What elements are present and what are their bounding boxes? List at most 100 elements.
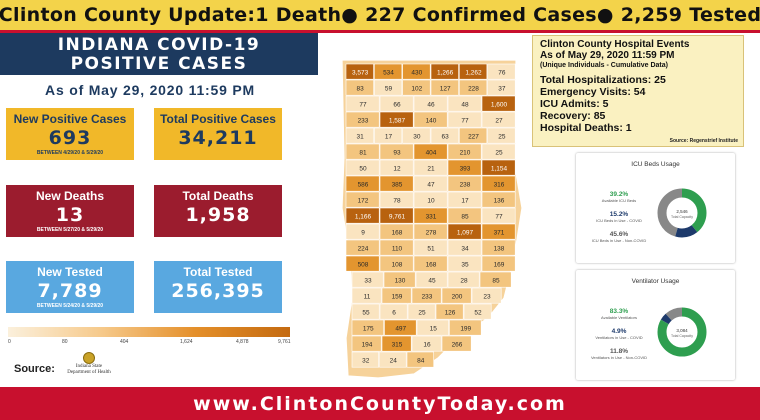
vent-covid-pct: 4.9% [611,328,627,335]
county-case-count: 47 [427,182,435,189]
vent-covid-desc: Ventilators in Use - COVID [595,335,643,340]
page-title-bar: INDIANA COVID-19 POSITIVE CASES [0,33,318,75]
page-title-line2: POSITIVE CASES [70,54,248,74]
county-cell [481,111,516,128]
county-cell [402,79,431,96]
county-cell [481,239,516,256]
county-cell [413,191,448,208]
county-cell [447,207,482,224]
county-case-count: 77 [461,118,469,125]
county-case-count: 169 [494,262,505,269]
county-case-count: 32 [362,358,370,365]
county-cell [379,159,414,176]
county-cell [435,303,464,320]
county-cell [415,271,448,288]
county-cell [384,319,417,336]
total-positive-card: Total Positive Cases 34,211 [154,108,282,160]
case-legend-ticks: 0 80 404 1,624 4,878 9,761 [8,339,293,347]
county-cell [447,175,482,192]
icu-covid-pct: 15.2% [609,211,629,218]
legend-tick: 4,878 [236,339,249,345]
county-case-count: 127 [440,86,451,93]
county-case-count: 130 [395,278,406,285]
county-case-count: 159 [392,294,403,301]
county-cell [407,303,436,320]
source-label: Source: [14,363,55,375]
new-tested-label: New Tested [37,265,103,279]
footer-banner: www.ClintonCountyToday.com [0,387,760,420]
county-case-count: 497 [395,326,406,333]
county-cell [413,207,448,224]
vent-available-desc: Available Ventilators [601,315,637,320]
county-cell [479,271,512,288]
new-deaths-card: New Deaths 13 BETWEEN 5/27/20 & 5/29/20 [6,185,134,237]
total-tested-value: 256,395 [171,280,265,302]
county-cell [379,207,414,224]
county-cell [413,111,448,128]
icu-covid-desc: ICU Beds in Use - COVID [596,218,642,223]
county-cell [379,95,414,112]
county-case-count: 85 [461,214,469,221]
county-cell [411,335,442,352]
county-case-count: 371 [494,230,505,237]
county-case-count: 138 [494,246,505,253]
legend-tick: 0 [8,339,11,345]
county-case-count: 77 [359,102,367,109]
headline-text: Clinton County Update:1 Death● 227 Confi… [0,4,760,26]
icu-available-desc: Available ICU Beds [601,198,637,203]
county-case-count: 126 [445,310,456,317]
headline-banner: Clinton County Update:1 Death● 227 Confi… [0,0,760,30]
county-cell [351,271,384,288]
county-case-count: 227 [468,134,479,141]
county-cell [481,95,516,112]
county-cell [379,351,407,368]
icu-noncovid-pct: 45.6% [609,231,629,238]
county-cell [481,143,516,160]
total-deaths-value: 1,958 [185,204,251,226]
case-legend-scale [8,327,290,337]
county-cell [345,207,380,224]
county-case-count: 63 [442,134,450,141]
county-case-count: 168 [392,230,403,237]
icu-donut-segment [657,188,707,238]
county-case-count: 50 [359,166,367,173]
county-case-count: 508 [358,262,369,269]
county-cell [459,127,488,144]
total-positive-label: Total Positive Cases [160,112,276,126]
county-case-count: 34 [461,246,469,253]
county-case-count: 1,262 [465,70,482,77]
hospital-source: Source: Regenstrief Institute [669,138,738,144]
county-case-count: 81 [359,150,367,157]
vent-available-pct: 83.3% [609,308,629,315]
county-case-count: 31 [357,134,365,141]
county-cell [487,63,516,80]
isdh-name-line2: Department of Health [67,370,111,375]
county-cell [447,95,482,112]
county-case-count: 46 [427,102,435,109]
county-case-count: 200 [452,294,463,301]
county-case-count: 233 [358,118,369,125]
county-case-count: 93 [393,150,401,157]
new-deaths-label: New Deaths [35,189,105,203]
county-case-count: 102 [411,86,422,93]
county-case-count: 30 [413,134,421,141]
as-of-date: As of May 29, 2020 11:59 PM [45,82,255,98]
county-case-count: 76 [498,70,506,77]
county-cell [383,271,416,288]
county-cell [447,223,482,240]
county-case-count: 11 [364,294,371,301]
county-cell [471,287,502,304]
county-case-count: 404 [426,150,437,157]
total-tested-card: Total Tested 256,395 [154,261,282,313]
county-cell [416,319,450,336]
county-case-count: 21 [427,166,435,173]
county-cell [406,351,435,368]
hospital-deaths: Hospital Deaths: 1 [540,122,632,134]
icu-beds-panel: ICU Beds Usage 39.2% Available ICU Beds … [576,153,735,263]
footer-url[interactable]: www.ClintonCountyToday.com [193,392,567,415]
county-case-count: 194 [362,342,373,349]
county-case-count: 1,154 [491,166,508,173]
county-cell [447,191,482,208]
county-case-count: 278 [426,230,437,237]
county-cell [351,287,382,304]
